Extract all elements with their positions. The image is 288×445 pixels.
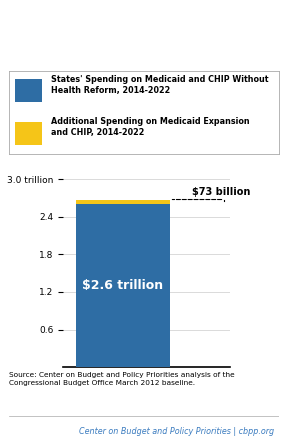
Bar bbox=[77, 204, 170, 367]
Text: Medicaid Expansion Will Raise State Medicaid
Spending by Only 2.8 Percent: Medicaid Expansion Will Raise State Medi… bbox=[4, 26, 284, 49]
Text: States' Spending on Medicaid and CHIP Without
Health Reform, 2014-2022: States' Spending on Medicaid and CHIP Wi… bbox=[51, 75, 268, 95]
Text: Source: Center on Budget and Policy Priorities analysis of the
Congressional Bud: Source: Center on Budget and Policy Prio… bbox=[9, 372, 234, 385]
Text: $73 billion: $73 billion bbox=[192, 187, 251, 197]
Text: Center on Budget and Policy Priorities | cbpp.org: Center on Budget and Policy Priorities |… bbox=[79, 427, 274, 437]
FancyBboxPatch shape bbox=[16, 79, 43, 102]
Text: Additional Spending on Medicaid Expansion
and CHIP, 2014-2022: Additional Spending on Medicaid Expansio… bbox=[51, 117, 249, 138]
Text: Figure 2: Figure 2 bbox=[125, 8, 163, 17]
Bar bbox=[77, 199, 170, 204]
FancyBboxPatch shape bbox=[16, 122, 43, 145]
Text: $2.6 trillion: $2.6 trillion bbox=[82, 279, 164, 292]
